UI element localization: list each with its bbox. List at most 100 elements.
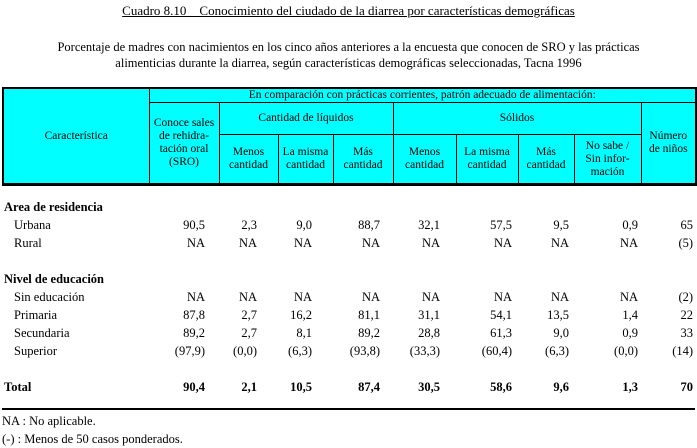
table-cell: 10,5 bbox=[290, 379, 312, 394]
row-group-label: Area de residencia bbox=[4, 199, 103, 214]
footnote-parentheses: (-) : Menos de 50 casos ponderados. bbox=[2, 431, 183, 446]
table-cell: (6,3) bbox=[288, 343, 312, 358]
table-row: Superior (97,9) (0,0) (6,3) (93,8) (33,3) (60,… bbox=[2, 342, 695, 360]
row-label: Total bbox=[4, 379, 32, 394]
table-cell: 65 bbox=[680, 217, 694, 232]
spacer-cell bbox=[2, 360, 695, 378]
table-cell: 61,3 bbox=[490, 325, 512, 340]
table-cell: 0,9 bbox=[622, 217, 638, 232]
table-cell: NA bbox=[238, 289, 257, 304]
table-cell: 9,6 bbox=[553, 379, 569, 394]
table-cell: 28,8 bbox=[418, 325, 440, 340]
header-cell-solids-less: Menos cantidad bbox=[392, 134, 457, 185]
table-cell: 2,7 bbox=[241, 325, 257, 340]
table-cell: 33 bbox=[680, 325, 694, 340]
spacer-row bbox=[2, 252, 695, 270]
subtitle-line-1: Porcentaje de madres con nacimientos en … bbox=[57, 40, 640, 54]
table-cell: NA bbox=[361, 289, 380, 304]
table-cell: 90,5 bbox=[183, 217, 205, 232]
row-label: Rural bbox=[14, 235, 42, 250]
table-cell: NA bbox=[361, 235, 380, 250]
row-group-label: Nivel de educación bbox=[4, 271, 104, 286]
table-cell: 81,1 bbox=[358, 307, 380, 322]
table-cell: 9,0 bbox=[553, 325, 569, 340]
table-cell: 8,1 bbox=[296, 325, 312, 340]
table-cell: (97,9) bbox=[174, 343, 205, 358]
table-cell: 1,3 bbox=[622, 379, 638, 394]
table-area: Característica En comparación con prácti… bbox=[2, 87, 697, 448]
table-cell: NA bbox=[550, 235, 569, 250]
header-band-comparison: En comparación con prácticas corrientes,… bbox=[148, 87, 697, 103]
table-row: Primaria 87,8 2,7 16,2 81,1 31,1 54,1 13,5 1,4 22 bbox=[2, 306, 695, 324]
page-title: Cuadro 8.10 Conocimiento del ciudado de … bbox=[122, 3, 575, 18]
table-cell: 87,8 bbox=[183, 307, 205, 322]
table-row: Sin educación NA NA NA NA NA NA NA NA (2) bbox=[2, 288, 695, 306]
table-cell: 87,4 bbox=[358, 379, 380, 394]
table-cell: NA bbox=[619, 235, 638, 250]
table-cell: NA bbox=[493, 235, 512, 250]
header-cell-solids-more: Más cantidad bbox=[517, 134, 575, 185]
table-row: Area de residencia bbox=[2, 198, 695, 216]
header-cell-liquids-same: La misma cantidad bbox=[277, 134, 334, 185]
table-row: Total 90,4 2,1 10,5 87,4 30,5 58,6 9,6 1,3 70 bbox=[2, 378, 695, 396]
table-cell: (6,3) bbox=[545, 343, 569, 358]
row-label: Urbana bbox=[14, 217, 51, 232]
table-cell: NA bbox=[493, 289, 512, 304]
header-cell-solids-same: La misma cantidad bbox=[455, 134, 519, 185]
table-cell: 13,5 bbox=[547, 307, 569, 322]
table-row: Urbana 90,5 2,3 9,0 88,7 32,1 57,5 9,5 0,9 65 bbox=[2, 216, 695, 234]
demographics-table-body: Area de residencia Urbana 90,5 2,3 9,0 88,7 32… bbox=[2, 198, 695, 396]
table-cell: 54,1 bbox=[490, 307, 512, 322]
table-cell: 31,1 bbox=[418, 307, 440, 322]
table-cell: 58,6 bbox=[490, 379, 512, 394]
demographics-table-header: Característica En comparación con prácti… bbox=[2, 87, 697, 186]
table-cell: (0,0) bbox=[614, 343, 638, 358]
page-subtitle: Porcentaje de madres con nacimientos en … bbox=[0, 39, 697, 71]
header-cell-caracteristica: Característica bbox=[2, 87, 150, 185]
subtitle-line-2: alimenticias durante la diarrea, según c… bbox=[115, 56, 582, 70]
table-bottom-rule bbox=[2, 408, 695, 410]
table-cell: NA bbox=[238, 235, 257, 250]
table-row: Nivel de educación bbox=[2, 270, 695, 288]
table-cell: (2) bbox=[678, 289, 694, 304]
table-cell: 88,7 bbox=[358, 217, 380, 232]
table-cell: (60,4) bbox=[481, 343, 512, 358]
table-cell: (5) bbox=[678, 235, 694, 250]
table-cell: 30,5 bbox=[418, 379, 440, 394]
table-cell: 70 bbox=[680, 379, 694, 394]
row-label: Sin educación bbox=[14, 289, 85, 304]
table-cell: NA bbox=[293, 289, 312, 304]
header-cell-children-count: Número de niños bbox=[640, 102, 697, 185]
row-label: Superior bbox=[14, 343, 58, 358]
header-cell-liquids-less: Menos cantidad bbox=[218, 134, 279, 185]
footnote-na: NA : No aplicable. bbox=[2, 414, 96, 428]
table-cell: (14) bbox=[672, 343, 694, 358]
table-cell: NA bbox=[550, 289, 569, 304]
header-cell-liquids-more: Más cantidad bbox=[332, 134, 394, 185]
table-row: Rural NA NA NA NA NA NA NA NA (5) bbox=[2, 234, 695, 252]
table-cell: 9,0 bbox=[296, 217, 312, 232]
table-cell: 16,2 bbox=[290, 307, 312, 322]
header-cell-solids-unknown: No sabe / Sin infor- mación bbox=[573, 134, 642, 185]
table-cell: NA bbox=[186, 289, 205, 304]
table-cell: NA bbox=[421, 235, 440, 250]
row-label: Secundaria bbox=[14, 325, 70, 340]
table-body-rows: Area de residencia Urbana 90,5 2,3 9,0 88,7 32… bbox=[2, 198, 695, 396]
table-cell: 0,9 bbox=[622, 325, 638, 340]
table-row: Secundaria 89,2 2,7 8,1 89,2 28,8 61,3 9,0 0,9 33 bbox=[2, 324, 695, 342]
footnotes: NA : No aplicable. (-) : Menos de 50 cas… bbox=[2, 413, 695, 448]
table-cell: 2,3 bbox=[241, 217, 257, 232]
table-cell: 89,2 bbox=[183, 325, 205, 340]
header-group-liquids: Cantidad de líquidos bbox=[218, 102, 394, 135]
table-cell: 22 bbox=[680, 307, 694, 322]
table-cell: 32,1 bbox=[418, 217, 440, 232]
table-cell: NA bbox=[293, 235, 312, 250]
table-cell: NA bbox=[619, 289, 638, 304]
table-cell: 2,7 bbox=[241, 307, 257, 322]
row-label: Primaria bbox=[14, 307, 58, 322]
spacer-row bbox=[2, 360, 695, 378]
header-cell-sro: Conoce sales de rehidra- tación oral (SR… bbox=[148, 102, 220, 185]
table-cell: NA bbox=[186, 235, 205, 250]
table-cell: NA bbox=[421, 289, 440, 304]
